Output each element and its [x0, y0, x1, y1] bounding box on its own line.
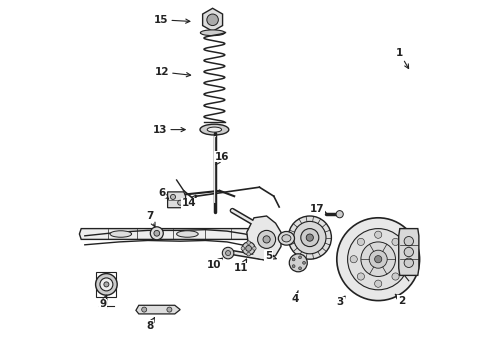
Circle shape [171, 194, 175, 199]
Text: 1: 1 [396, 48, 409, 68]
Circle shape [142, 307, 147, 312]
Circle shape [225, 251, 231, 256]
Circle shape [252, 247, 256, 250]
Circle shape [357, 273, 365, 280]
Circle shape [392, 238, 399, 246]
Text: 2: 2 [395, 294, 405, 306]
Polygon shape [247, 216, 281, 260]
Circle shape [301, 229, 319, 247]
Text: 13: 13 [153, 125, 185, 135]
Text: 4: 4 [292, 291, 299, 304]
Text: 10: 10 [207, 258, 222, 270]
Ellipse shape [110, 231, 132, 237]
Circle shape [350, 256, 357, 263]
Circle shape [178, 200, 183, 205]
Polygon shape [136, 305, 180, 314]
Circle shape [336, 211, 343, 218]
Circle shape [357, 238, 365, 246]
Ellipse shape [282, 235, 291, 242]
Circle shape [404, 247, 414, 257]
Circle shape [306, 234, 314, 241]
Circle shape [347, 229, 409, 290]
Circle shape [374, 280, 382, 287]
Ellipse shape [278, 231, 294, 245]
Text: 3: 3 [337, 296, 345, 307]
Text: 14: 14 [182, 195, 196, 208]
Text: 12: 12 [155, 67, 191, 77]
Circle shape [104, 282, 109, 287]
Circle shape [245, 246, 251, 251]
Circle shape [292, 258, 295, 261]
Circle shape [294, 221, 326, 254]
Circle shape [222, 247, 234, 259]
Circle shape [289, 254, 307, 272]
Text: 9: 9 [99, 295, 107, 309]
Circle shape [150, 227, 163, 240]
Circle shape [404, 237, 414, 246]
Text: 6: 6 [159, 188, 169, 199]
Circle shape [298, 256, 301, 259]
Circle shape [361, 242, 395, 276]
Ellipse shape [207, 127, 221, 132]
Polygon shape [203, 8, 222, 31]
Circle shape [392, 273, 399, 280]
Bar [97, 272, 117, 297]
Circle shape [96, 274, 117, 295]
Circle shape [404, 258, 414, 267]
Polygon shape [399, 229, 419, 275]
Circle shape [374, 256, 382, 263]
Ellipse shape [200, 30, 225, 36]
Circle shape [247, 241, 250, 244]
Text: 17: 17 [310, 204, 326, 214]
Circle shape [241, 247, 245, 250]
Circle shape [337, 218, 419, 301]
Circle shape [298, 267, 301, 270]
Ellipse shape [176, 231, 198, 237]
Circle shape [399, 256, 406, 263]
Text: 7: 7 [146, 211, 155, 227]
Circle shape [258, 230, 275, 248]
Text: 15: 15 [154, 15, 190, 25]
Circle shape [303, 261, 305, 264]
Circle shape [292, 265, 295, 267]
Circle shape [263, 236, 270, 243]
Circle shape [242, 242, 255, 255]
Circle shape [100, 278, 113, 291]
Text: 8: 8 [146, 318, 154, 331]
Circle shape [374, 231, 382, 238]
Text: 16: 16 [214, 152, 229, 165]
Circle shape [207, 14, 219, 26]
Circle shape [247, 252, 250, 256]
Circle shape [369, 250, 387, 268]
Circle shape [154, 230, 160, 236]
Text: 5: 5 [265, 251, 276, 261]
Polygon shape [79, 229, 261, 239]
Polygon shape [168, 192, 186, 208]
Text: 11: 11 [234, 259, 248, 273]
Circle shape [167, 307, 172, 312]
Circle shape [288, 216, 331, 259]
Ellipse shape [200, 124, 229, 135]
